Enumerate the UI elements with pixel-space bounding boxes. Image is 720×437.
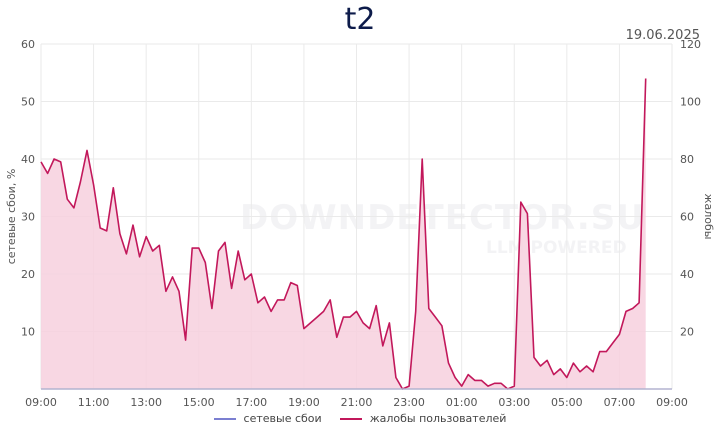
y-right-tick-label: 20 [680, 326, 694, 339]
legend-label-failures: сетевые сбои [243, 412, 322, 425]
y-left-tick-label: 40 [21, 153, 35, 166]
y-right-tick-label: 80 [680, 153, 694, 166]
x-tick-label: 19:00 [288, 396, 320, 409]
complaints-line [40, 78, 647, 390]
x-tick-label: 11:00 [78, 396, 110, 409]
x-tick-label: 15:00 [183, 396, 215, 409]
chart-date: 19.06.2025 [625, 28, 700, 43]
watermark-text: DOWNDETECTOR.SU [240, 198, 645, 238]
y-left-tick-label: 20 [21, 268, 35, 281]
complaints-area [41, 78, 646, 389]
legend-swatch-complaints [339, 417, 362, 420]
y-left-tick-label: 10 [21, 326, 35, 339]
y-left-tick-label: 60 [21, 38, 35, 51]
legend-swatch-failures [213, 417, 236, 420]
y-left-axis-title: сетевые сбои, % [5, 169, 18, 265]
chart-title: t2 [344, 2, 376, 37]
y-right-axis-title: жалобы [702, 194, 715, 240]
legend-item-failures[interactable]: сетевые сбои [213, 412, 322, 425]
x-tick-label: 07:00 [604, 396, 636, 409]
y-left-tick-label: 30 [21, 211, 35, 224]
x-tick-label: 21:00 [341, 396, 373, 409]
x-tick-label: 17:00 [235, 396, 267, 409]
x-tick-label: 03:00 [498, 396, 530, 409]
y-right-tick-label: 120 [680, 38, 701, 51]
x-tick-label: 09:00 [25, 396, 57, 409]
y-right-tick-label: 40 [680, 268, 694, 281]
y-left-tick-label: 50 [21, 96, 35, 109]
x-tick-label: 01:00 [446, 396, 478, 409]
legend-item-complaints[interactable]: жалобы пользователей [339, 412, 507, 425]
y-right-tick-label: 60 [680, 211, 694, 224]
legend-label-complaints: жалобы пользователей [369, 412, 507, 425]
x-tick-label: 13:00 [130, 396, 162, 409]
x-tick-label: 23:00 [393, 396, 425, 409]
x-tick-label: 09:00 [656, 396, 688, 409]
chart-legend: сетевые сбои жалобы пользователей [0, 412, 720, 425]
y-right-tick-label: 100 [680, 96, 701, 109]
x-tick-label: 05:00 [551, 396, 583, 409]
